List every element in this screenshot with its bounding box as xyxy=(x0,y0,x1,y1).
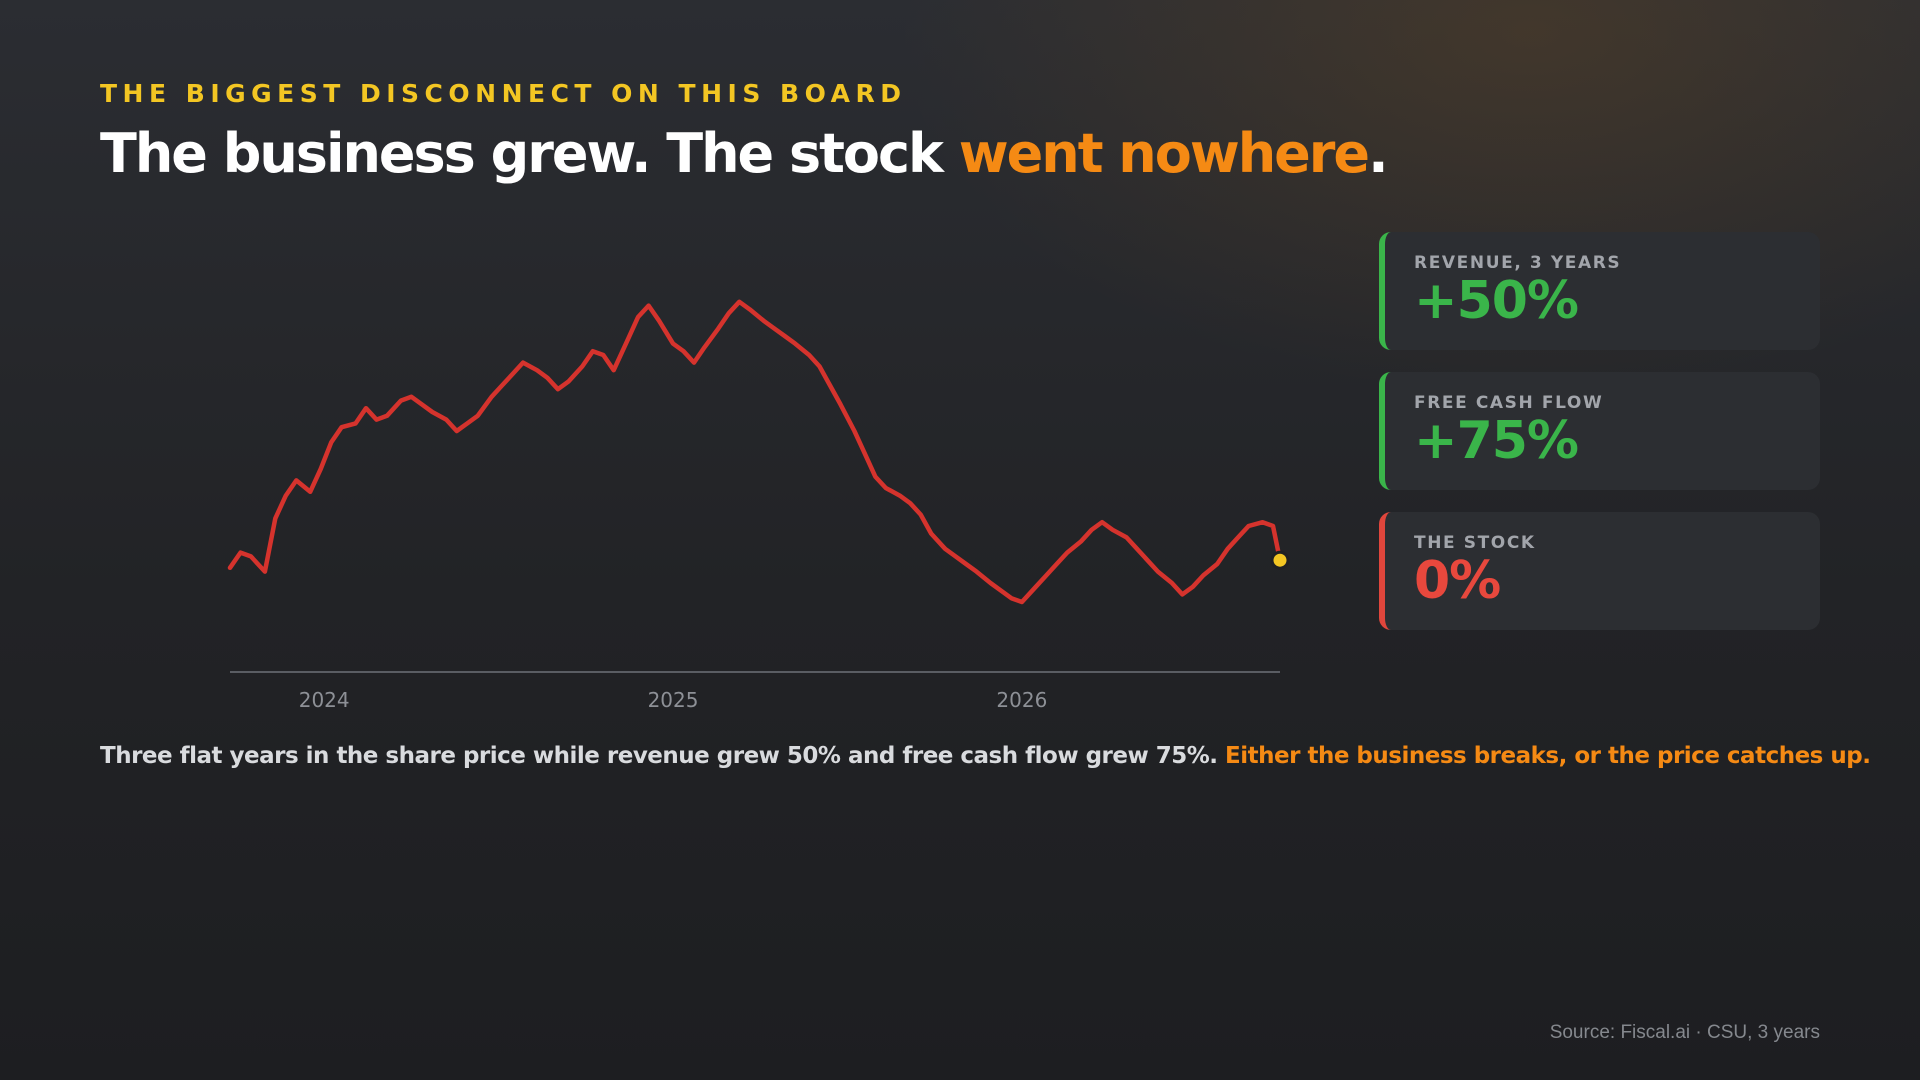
eyebrow: THE BIGGEST DISCONNECT ON THIS BOARD xyxy=(100,79,907,108)
metric-card-label: FREE CASH FLOW xyxy=(1414,393,1604,413)
latest-price-marker xyxy=(1270,550,1290,570)
x-tick-label: 2025 xyxy=(648,688,699,712)
metric-card-label: REVENUE, 3 YEARS xyxy=(1414,253,1622,273)
headline-highlight: went nowhere xyxy=(958,122,1370,185)
x-tick-label: 2026 xyxy=(996,688,1047,712)
metric-card-value: 0% xyxy=(1414,551,1501,611)
metric-card-label: THE STOCK xyxy=(1414,533,1536,553)
metric-card-value: +50% xyxy=(1414,271,1579,331)
stock-price-line xyxy=(227,299,1283,605)
caption: Three flat years in the share price whil… xyxy=(100,743,1871,769)
metric-card-stock: THE STOCK 0% xyxy=(1379,512,1820,630)
headline-suffix: . xyxy=(1368,122,1388,185)
page-title: The business grew. The stock went nowher… xyxy=(100,122,1389,185)
metric-cards: REVENUE, 3 YEARS +50% FREE CASH FLOW +75… xyxy=(1379,232,1820,652)
metric-card-revenue: REVENUE, 3 YEARS +50% xyxy=(1379,232,1820,350)
metric-card-free-cash-flow: FREE CASH FLOW +75% xyxy=(1379,372,1820,490)
stock-chart: 2024 2025 2026 xyxy=(200,240,1320,720)
metric-card-value: +75% xyxy=(1414,411,1579,471)
stock-chart-svg: 2024 2025 2026 xyxy=(227,299,1290,712)
x-tick-label: 2024 xyxy=(299,688,350,712)
source-note: Source: Fiscal.ai · CSU, 3 years xyxy=(1549,1022,1820,1043)
headline-prefix: The business grew. The stock xyxy=(100,122,959,185)
caption-highlight: Either the business breaks, or the price… xyxy=(1225,743,1871,769)
caption-main: Three flat years in the share price whil… xyxy=(100,743,1226,769)
